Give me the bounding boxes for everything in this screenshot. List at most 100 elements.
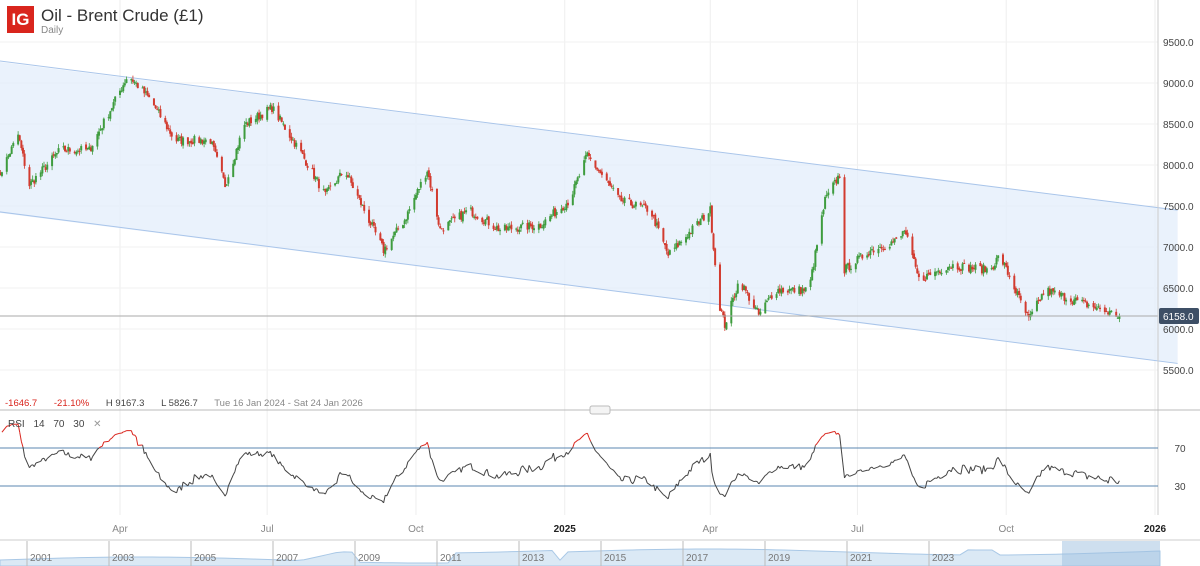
rsi-segment — [517, 473, 520, 477]
rsi-segment — [373, 495, 376, 499]
rsi-segment — [611, 468, 614, 471]
x-tick-label: Jul — [851, 524, 864, 535]
candle-body — [261, 114, 264, 119]
rsi-segment — [189, 481, 192, 485]
candle-body — [337, 176, 340, 183]
rsi-segment — [968, 466, 972, 474]
rsi-segment — [541, 465, 545, 470]
candle-body — [327, 187, 330, 190]
rsi-segment — [810, 453, 813, 460]
candle-body — [562, 207, 565, 211]
candle-body — [232, 163, 235, 177]
rsi-segment — [554, 457, 558, 462]
candle-body — [1006, 265, 1009, 275]
candle-body — [324, 188, 327, 193]
rsi-segment — [438, 478, 441, 481]
candle-body — [78, 150, 81, 152]
rsi-segment — [849, 475, 852, 477]
candle-body — [605, 173, 608, 181]
candle-body — [170, 132, 173, 137]
rsi-segment — [873, 466, 879, 470]
candle-body — [1071, 302, 1074, 304]
rsi-segment — [612, 469, 619, 477]
candle-body — [861, 254, 864, 259]
rsi-segment — [470, 463, 474, 471]
rsi-level-label: 70 — [1174, 444, 1186, 455]
candle-body — [811, 269, 814, 281]
candle-body — [610, 185, 613, 187]
candle-body — [146, 90, 149, 96]
rsi-segment — [124, 430, 127, 432]
candle-body — [424, 177, 427, 182]
rsi-segment — [79, 453, 82, 459]
candle-body — [1092, 303, 1095, 308]
candle-body — [1031, 311, 1034, 315]
rsi-segment — [33, 462, 37, 467]
rsi-segment — [370, 494, 373, 499]
candle-body — [560, 208, 563, 214]
candle-body — [193, 135, 196, 144]
candle-body — [156, 108, 159, 110]
candle-body — [748, 293, 751, 301]
close-icon[interactable]: ✕ — [93, 419, 102, 430]
rsi-segment — [413, 451, 417, 455]
rsi-segment — [464, 465, 467, 468]
candle-body — [892, 241, 895, 243]
candle-body — [644, 203, 647, 206]
candle-body — [731, 298, 734, 303]
candle-body — [67, 146, 70, 152]
rsi-segment — [418, 445, 422, 450]
candle-body — [68, 148, 71, 152]
rsi-segment — [100, 445, 103, 448]
panel-resize-handle[interactable] — [589, 405, 611, 415]
candle-body — [882, 249, 885, 251]
rsi-segment — [404, 467, 407, 470]
rsi-segment — [198, 475, 202, 480]
rsi-segment — [305, 485, 308, 488]
candle-body — [345, 175, 348, 177]
candle-body — [212, 141, 215, 147]
candle-body — [642, 203, 645, 205]
rsi-segment — [45, 458, 48, 462]
candle-body — [634, 201, 637, 207]
rsi-segment — [900, 454, 904, 459]
rsi-segment — [530, 468, 533, 472]
rsi-segment — [622, 475, 626, 481]
rsi-segment — [396, 474, 399, 477]
last-price-label: 6158.0 — [1163, 312, 1194, 323]
candle-body — [856, 256, 859, 263]
candle-body — [130, 79, 133, 81]
rsi-segment — [448, 473, 451, 475]
candle-body — [893, 238, 896, 243]
rsi-segment — [730, 480, 734, 483]
rsi-segment — [1052, 466, 1055, 469]
candle-body — [33, 180, 36, 184]
rsi-segment — [213, 478, 216, 483]
rsi-segment — [329, 483, 336, 489]
candle-body — [235, 148, 238, 160]
y-tick-label: 6000.0 — [1163, 325, 1194, 336]
candle-body — [180, 136, 183, 144]
rsi-segment — [981, 465, 985, 475]
candle-body — [304, 160, 307, 166]
candle-body — [528, 222, 531, 230]
rsi-segment — [567, 447, 574, 455]
candle-body — [870, 249, 873, 251]
candle-body — [770, 295, 773, 299]
candle-body — [267, 107, 270, 109]
rsi-segment — [62, 449, 66, 455]
rsi-segment — [289, 473, 292, 477]
candle-body — [879, 246, 882, 248]
rsi-segment — [992, 465, 996, 470]
navigator-year-label: 2015 — [604, 553, 627, 564]
rsi-segment — [24, 456, 30, 468]
candle-body — [10, 146, 13, 154]
navigator-selection[interactable] — [1062, 541, 1160, 566]
candle-body — [254, 118, 257, 123]
candle-body — [914, 258, 917, 267]
candle-body — [419, 181, 422, 188]
rsi-segment — [261, 451, 268, 457]
rsi-segment — [663, 494, 666, 497]
